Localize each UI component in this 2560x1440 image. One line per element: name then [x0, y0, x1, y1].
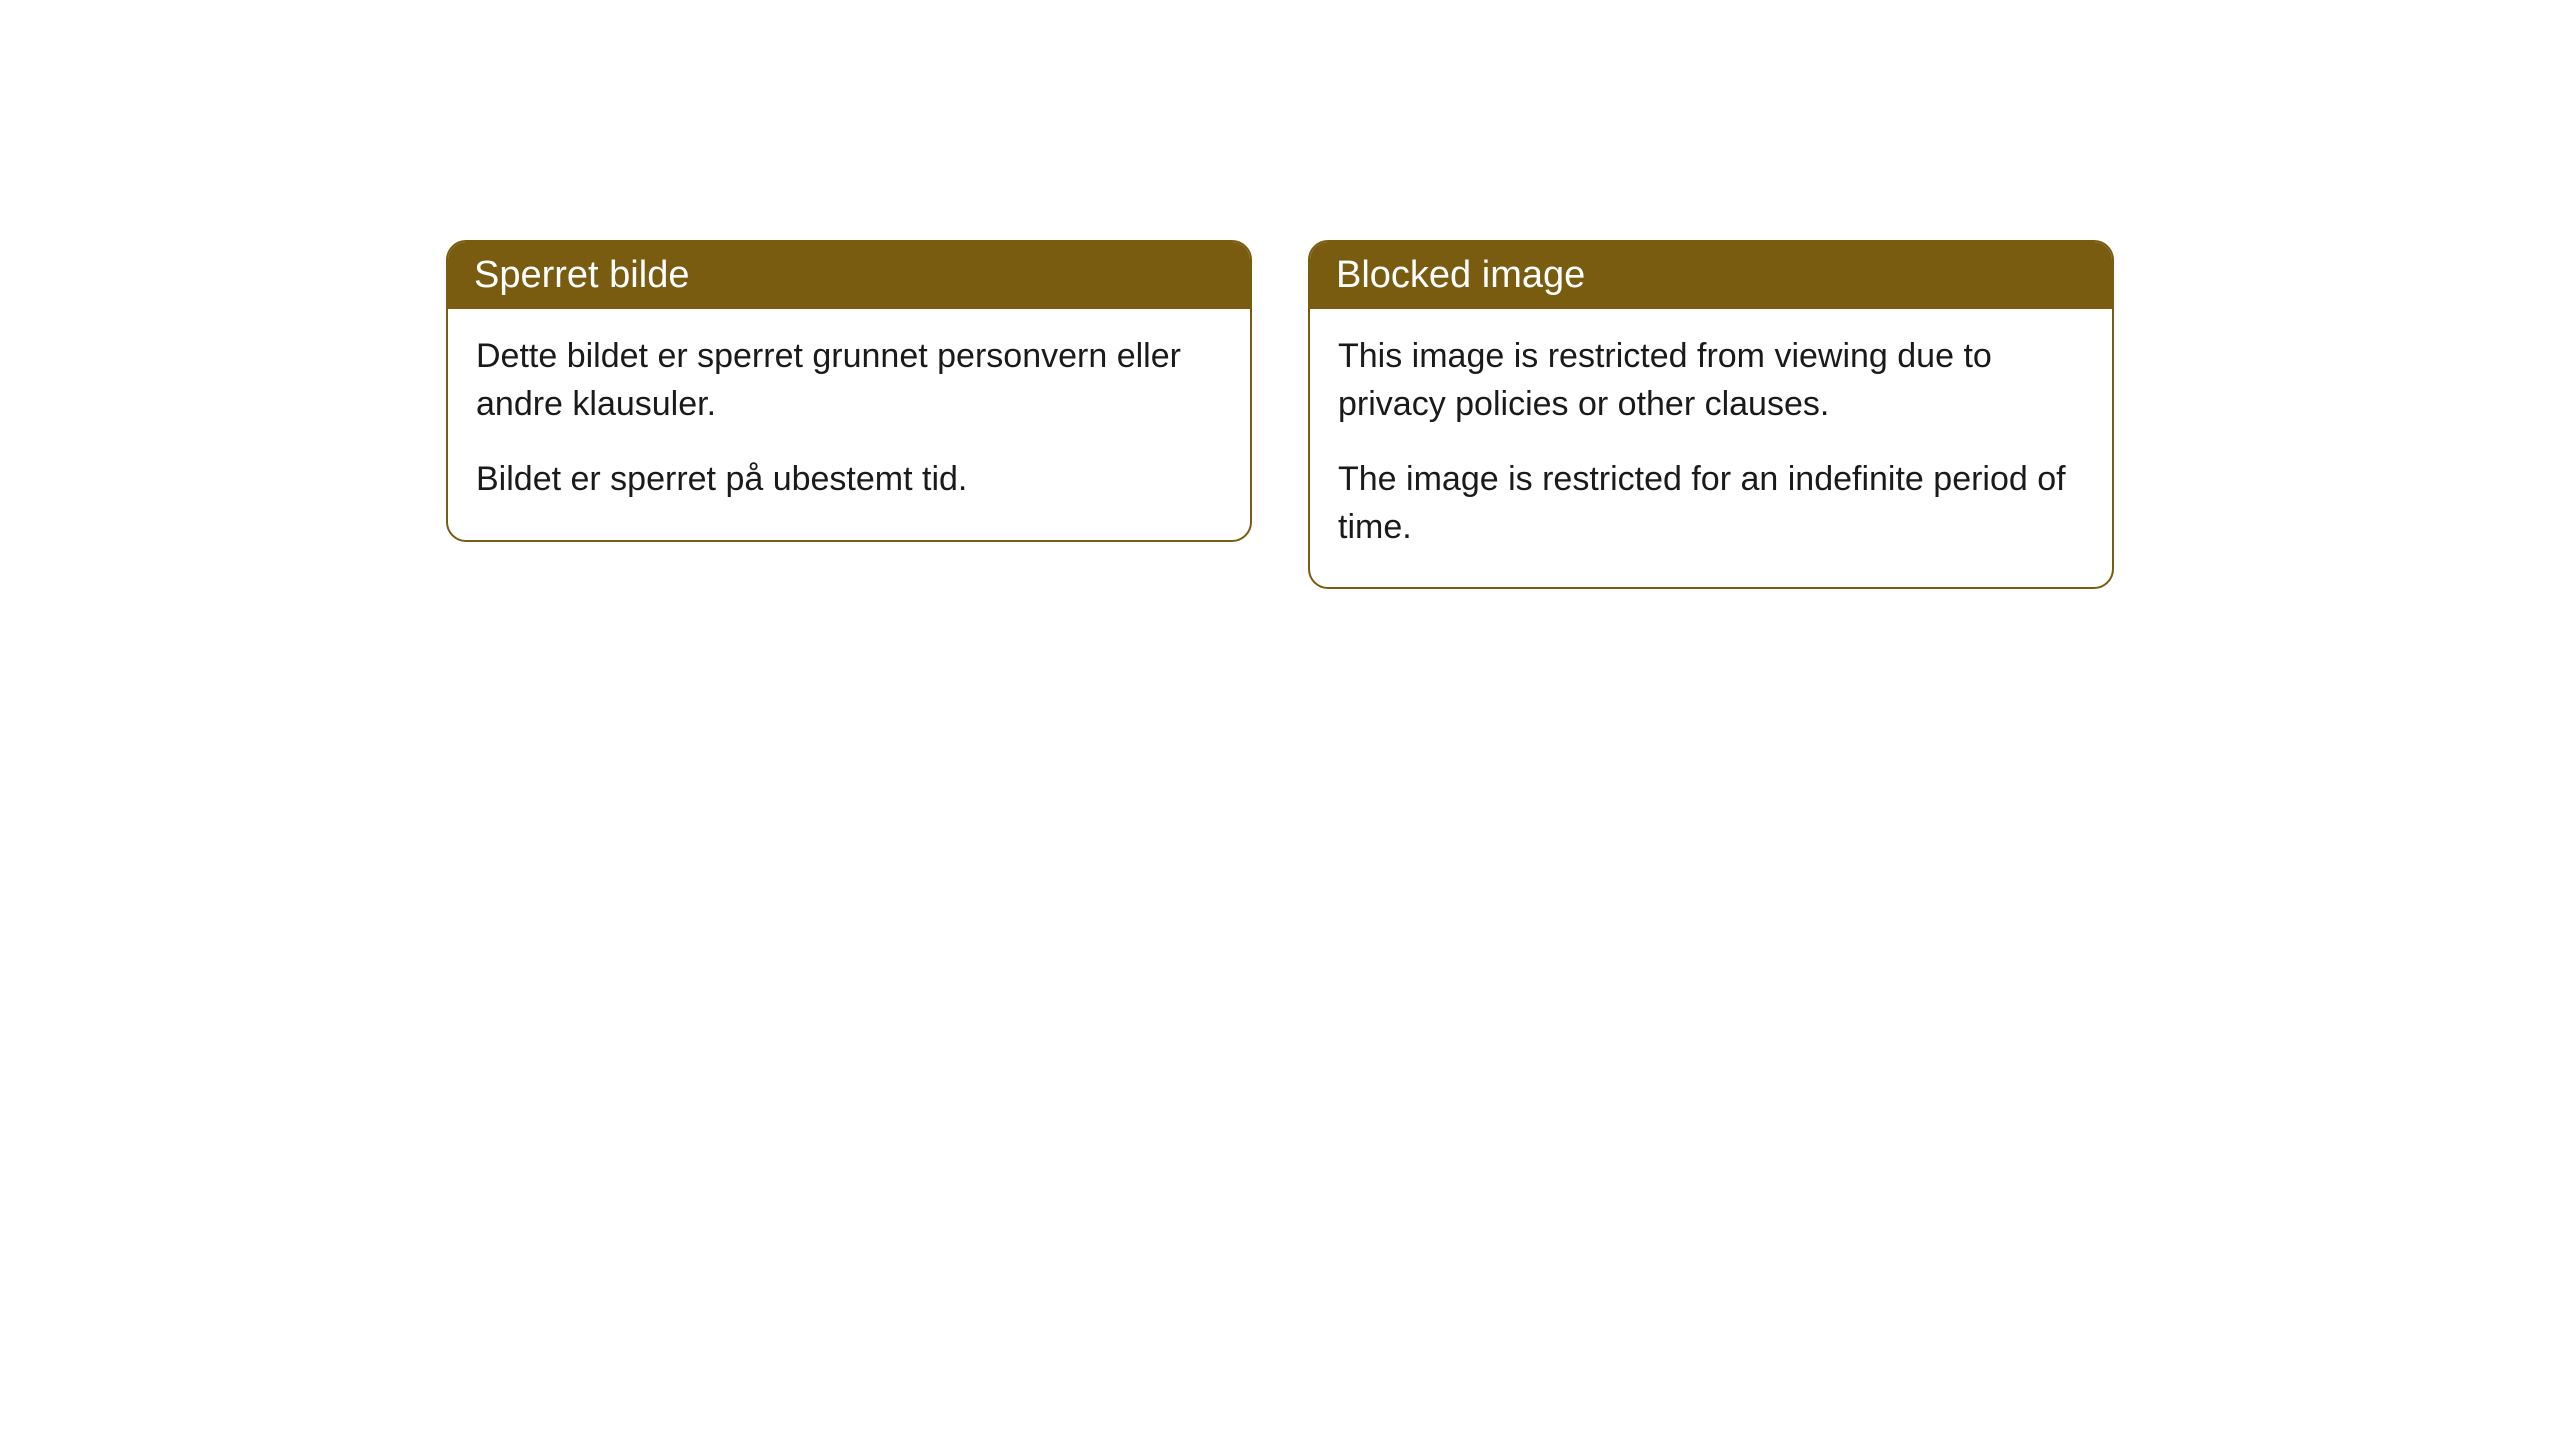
notice-card-english: Blocked image This image is restricted f… [1308, 240, 2114, 589]
notice-header-norwegian: Sperret bilde [448, 242, 1250, 309]
notice-paragraph: This image is restricted from viewing du… [1338, 333, 2084, 428]
notice-container: Sperret bilde Dette bildet er sperret gr… [446, 240, 2114, 1440]
notice-card-norwegian: Sperret bilde Dette bildet er sperret gr… [446, 240, 1252, 542]
notice-body-norwegian: Dette bildet er sperret grunnet personve… [448, 309, 1250, 540]
notice-body-english: This image is restricted from viewing du… [1310, 309, 2112, 587]
notice-paragraph: The image is restricted for an indefinit… [1338, 456, 2084, 551]
notice-paragraph: Bildet er sperret på ubestemt tid. [476, 456, 1222, 504]
notice-paragraph: Dette bildet er sperret grunnet personve… [476, 333, 1222, 428]
notice-header-english: Blocked image [1310, 242, 2112, 309]
